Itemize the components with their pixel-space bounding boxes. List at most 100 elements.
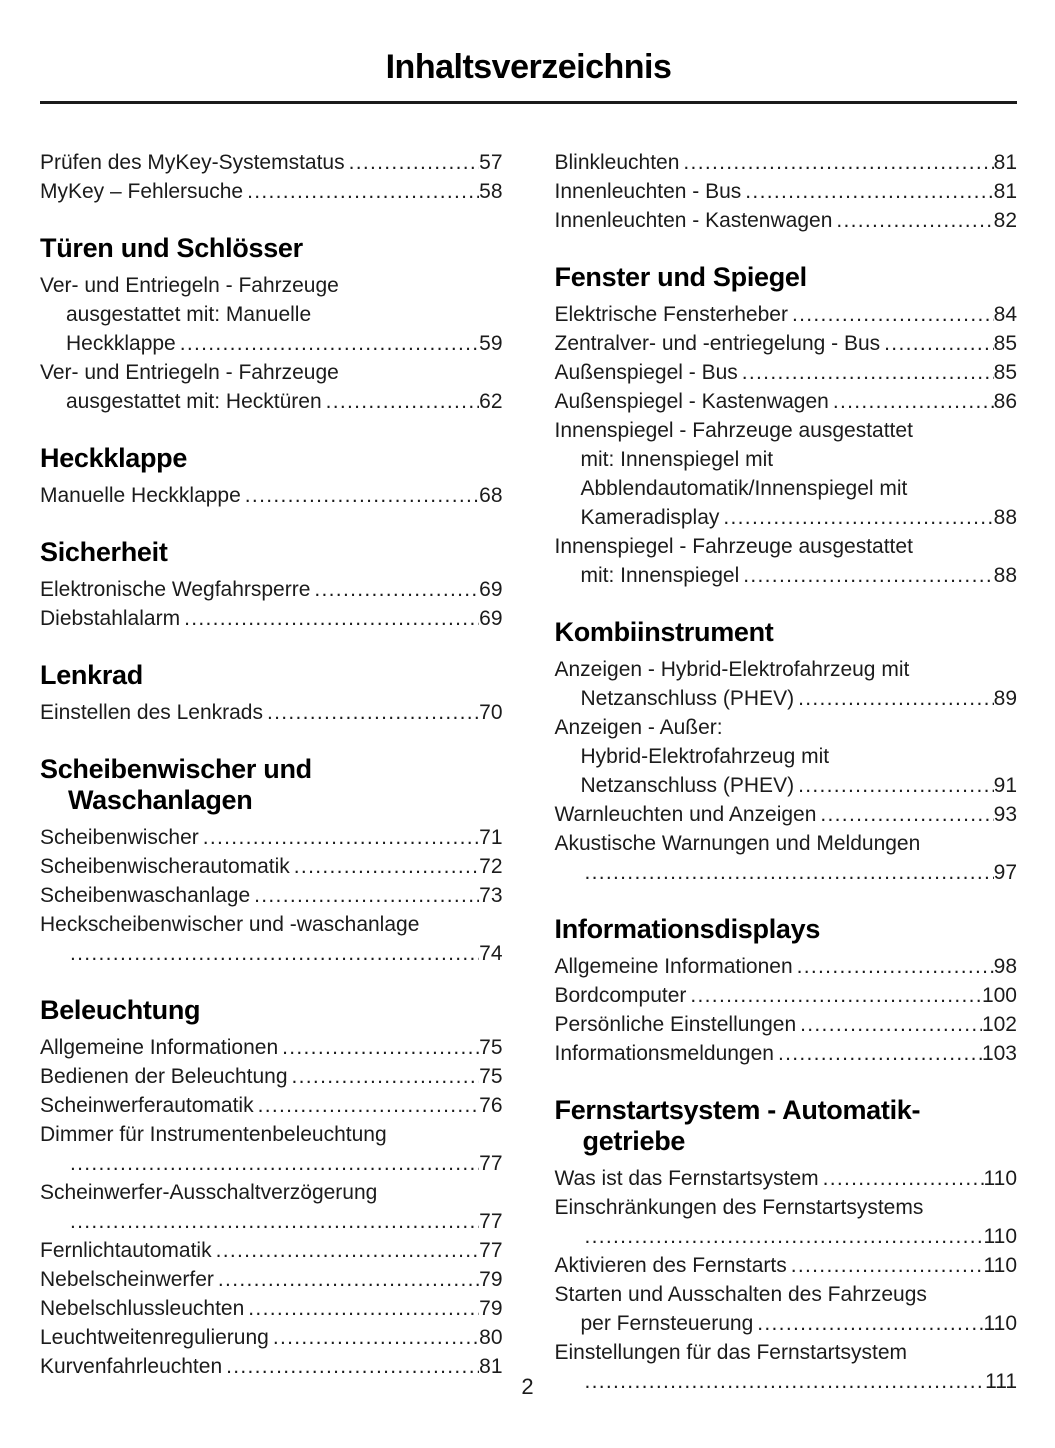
page-ref: 79 bbox=[479, 1297, 503, 1320]
page-ref: 88 bbox=[993, 506, 1017, 529]
page-ref: 97 bbox=[993, 861, 1017, 884]
dot-leader bbox=[243, 177, 479, 206]
page-ref: 86 bbox=[993, 390, 1017, 413]
toc-entry-line: Dimmer für Instrumentenbeleuchtung bbox=[40, 1123, 387, 1146]
toc-section: Türen und Schlösser Ver- und Entriegeln -… bbox=[40, 233, 503, 416]
toc-entry: Scheibenwischer 71 bbox=[40, 823, 503, 852]
toc-entry-text: Bordcomputer bbox=[554, 984, 687, 1007]
page-ref: 100 bbox=[981, 984, 1017, 1007]
toc-entry-text: Allgemeine Informationen bbox=[554, 955, 793, 978]
toc-entry-text: Nebelscheinwerfer bbox=[40, 1268, 214, 1291]
page-ref: 62 bbox=[479, 390, 503, 413]
toc-entry-line: Zentralver- und -entriegelung - Bus 85 bbox=[555, 329, 1018, 358]
dot-leader bbox=[345, 148, 480, 177]
section-heading-line: Lenkrad bbox=[40, 660, 143, 690]
toc-section: Prüfen des MyKey-Systemstatus 57 MyKey – F… bbox=[40, 148, 503, 206]
toc-entry: Heckscheibenwischer und -waschanlage 74 bbox=[40, 910, 503, 968]
toc-section: Blinkleuchten81Innenleuchten - Bus81Inne… bbox=[555, 148, 1018, 235]
page-ref: 80 bbox=[479, 1326, 503, 1349]
page-ref: 69 bbox=[479, 578, 503, 601]
toc-entry-text: Innenleuchten - Kastenwagen bbox=[554, 209, 833, 232]
dot-leader bbox=[290, 852, 479, 881]
dot-leader bbox=[739, 561, 993, 590]
toc-section: Fenster und Spiegel Elektrische Fensterhe… bbox=[555, 262, 1018, 590]
page-ref: 69 bbox=[479, 607, 503, 630]
toc-entry-line: Bedienen der Beleuchtung 75 bbox=[40, 1062, 503, 1091]
toc-entry-line: Einstellungen für das Fernstartsystem bbox=[554, 1341, 908, 1364]
toc-entry: Was ist das Fernstartsystem 110 bbox=[555, 1164, 1018, 1193]
section-heading: Heckklappe bbox=[40, 443, 503, 474]
toc-section: Fernstartsystem - Automatik-getriebe Was … bbox=[555, 1095, 1018, 1396]
toc-entry-line: Prüfen des MyKey-Systemstatus 57 bbox=[40, 148, 503, 177]
toc-entry-line: mit: Innenspiegel 88 bbox=[555, 561, 1018, 590]
section-heading: Beleuchtung bbox=[40, 995, 503, 1026]
toc-entry-line: Netzanschluss (PHEV) 91 bbox=[555, 771, 1018, 800]
dot-leader bbox=[793, 952, 994, 981]
dot-leader bbox=[581, 1222, 984, 1251]
dot-leader bbox=[212, 1236, 480, 1265]
toc-entry-line: Ver- und Entriegeln - Fahrzeuge bbox=[40, 361, 339, 384]
dot-leader bbox=[788, 300, 994, 329]
dot-leader bbox=[288, 1062, 480, 1091]
toc-entry-line: Innenspiegel - Fahrzeuge ausgestattet bbox=[554, 419, 913, 442]
dot-leader bbox=[66, 1149, 479, 1178]
toc-column: Prüfen des MyKey-Systemstatus 57 MyKey – F… bbox=[40, 148, 503, 1396]
page-ref: 84 bbox=[993, 303, 1017, 326]
section-heading: Fenster und Spiegel bbox=[555, 262, 1018, 293]
toc-entry-line: Innenleuchten - Kastenwagen 82 bbox=[555, 206, 1018, 235]
toc-entry-line: Elektrische Fensterheber 84 bbox=[555, 300, 1018, 329]
toc-entry-line: Leuchtweitenregulierung 80 bbox=[40, 1323, 503, 1352]
section-heading: Fernstartsystem - Automatik-getriebe bbox=[555, 1095, 1018, 1157]
toc-entry-text: Was ist das Fernstartsystem bbox=[554, 1167, 819, 1190]
dot-leader bbox=[581, 858, 994, 887]
page-ref: 77 bbox=[479, 1152, 503, 1175]
toc-entry-line: Kurvenfahrleuchten 81 bbox=[40, 1352, 503, 1381]
toc-entry: Elektronische Wegfahrsperre 69 bbox=[40, 575, 503, 604]
title-rule bbox=[40, 101, 1017, 104]
page-ref: 88 bbox=[993, 564, 1017, 587]
toc-entry: Ver- und Entriegeln - Fahrzeuge ausgestat… bbox=[40, 271, 503, 358]
toc-entry-text: Informationsmeldungen bbox=[554, 1042, 774, 1065]
toc-entry: Anzeigen - Hybrid-Elektrofahrzeug mit Net… bbox=[555, 655, 1018, 713]
toc-entry-text: Warnleuchten und Anzeigen bbox=[554, 803, 817, 826]
toc-entry: Leuchtweitenregulierung 80 bbox=[40, 1323, 503, 1352]
toc-entry: Kurvenfahrleuchten 81 bbox=[40, 1352, 503, 1381]
toc-entry: Scheinwerfer-Ausschaltverzögerung 77 bbox=[40, 1178, 503, 1236]
toc-entry-line: Blinkleuchten 81 bbox=[555, 148, 1018, 177]
section-heading: Sicherheit bbox=[40, 537, 503, 568]
toc-entry-line: Elektronische Wegfahrsperre 69 bbox=[40, 575, 503, 604]
page-ref: 110 bbox=[983, 1225, 1017, 1248]
page-ref: 102 bbox=[981, 1013, 1017, 1036]
toc-entry-text: Zentralver- und -entriegelung - Bus bbox=[554, 332, 881, 355]
toc-entry: Allgemeine Informationen 98 bbox=[555, 952, 1018, 981]
toc-entry-line: Scheinwerfer-Ausschaltverzögerung bbox=[40, 1181, 378, 1204]
toc-entry-line: Warnleuchten und Anzeigen 93 bbox=[555, 800, 1018, 829]
toc-entry-line: Nebelscheinwerfer 79 bbox=[40, 1265, 503, 1294]
toc-entry: Fernlichtautomatik 77 bbox=[40, 1236, 503, 1265]
toc-entry-text: Innenleuchten - Bus bbox=[554, 180, 742, 203]
section-heading-line: Sicherheit bbox=[40, 537, 168, 567]
toc-entry-line: Bordcomputer 100 bbox=[555, 981, 1018, 1010]
dot-leader bbox=[741, 177, 993, 206]
toc-entry-line: Allgemeine Informationen 98 bbox=[555, 952, 1018, 981]
toc-entry-text: Scheibenwischer bbox=[40, 826, 199, 849]
toc-entry: Ver- und Entriegeln - Fahrzeuge ausgestat… bbox=[40, 358, 503, 416]
toc-entry: Zentralver- und -entriegelung - Bus 85 bbox=[555, 329, 1018, 358]
toc-entry: Informationsmeldungen 103 bbox=[555, 1039, 1018, 1068]
toc-entry-line: Außenspiegel - Bus 85 bbox=[555, 358, 1018, 387]
page-ref: 111 bbox=[985, 1370, 1017, 1393]
toc-entry-text: Fernlichtautomatik bbox=[40, 1239, 212, 1262]
toc-entry-text: Scheibenwischerautomatik bbox=[40, 855, 290, 878]
section-heading-line: Fernstartsystem - Automatik- bbox=[554, 1095, 921, 1125]
toc-entry-text: Netzanschluss (PHEV) bbox=[580, 774, 795, 797]
toc-entry-line: Allgemeine Informationen 75 bbox=[40, 1033, 503, 1062]
page-ref: 85 bbox=[993, 361, 1017, 384]
toc-entry: Scheibenwischerautomatik 72 bbox=[40, 852, 503, 881]
toc-entry: Außenspiegel - Kastenwagen 86 bbox=[555, 387, 1018, 416]
dot-leader bbox=[250, 881, 479, 910]
toc-entry-text: Manuelle Heckklappe bbox=[40, 484, 241, 507]
toc-entry-line: Persönliche Einstellungen 102 bbox=[555, 1010, 1018, 1039]
dot-leader bbox=[880, 329, 993, 358]
dot-leader bbox=[816, 800, 993, 829]
